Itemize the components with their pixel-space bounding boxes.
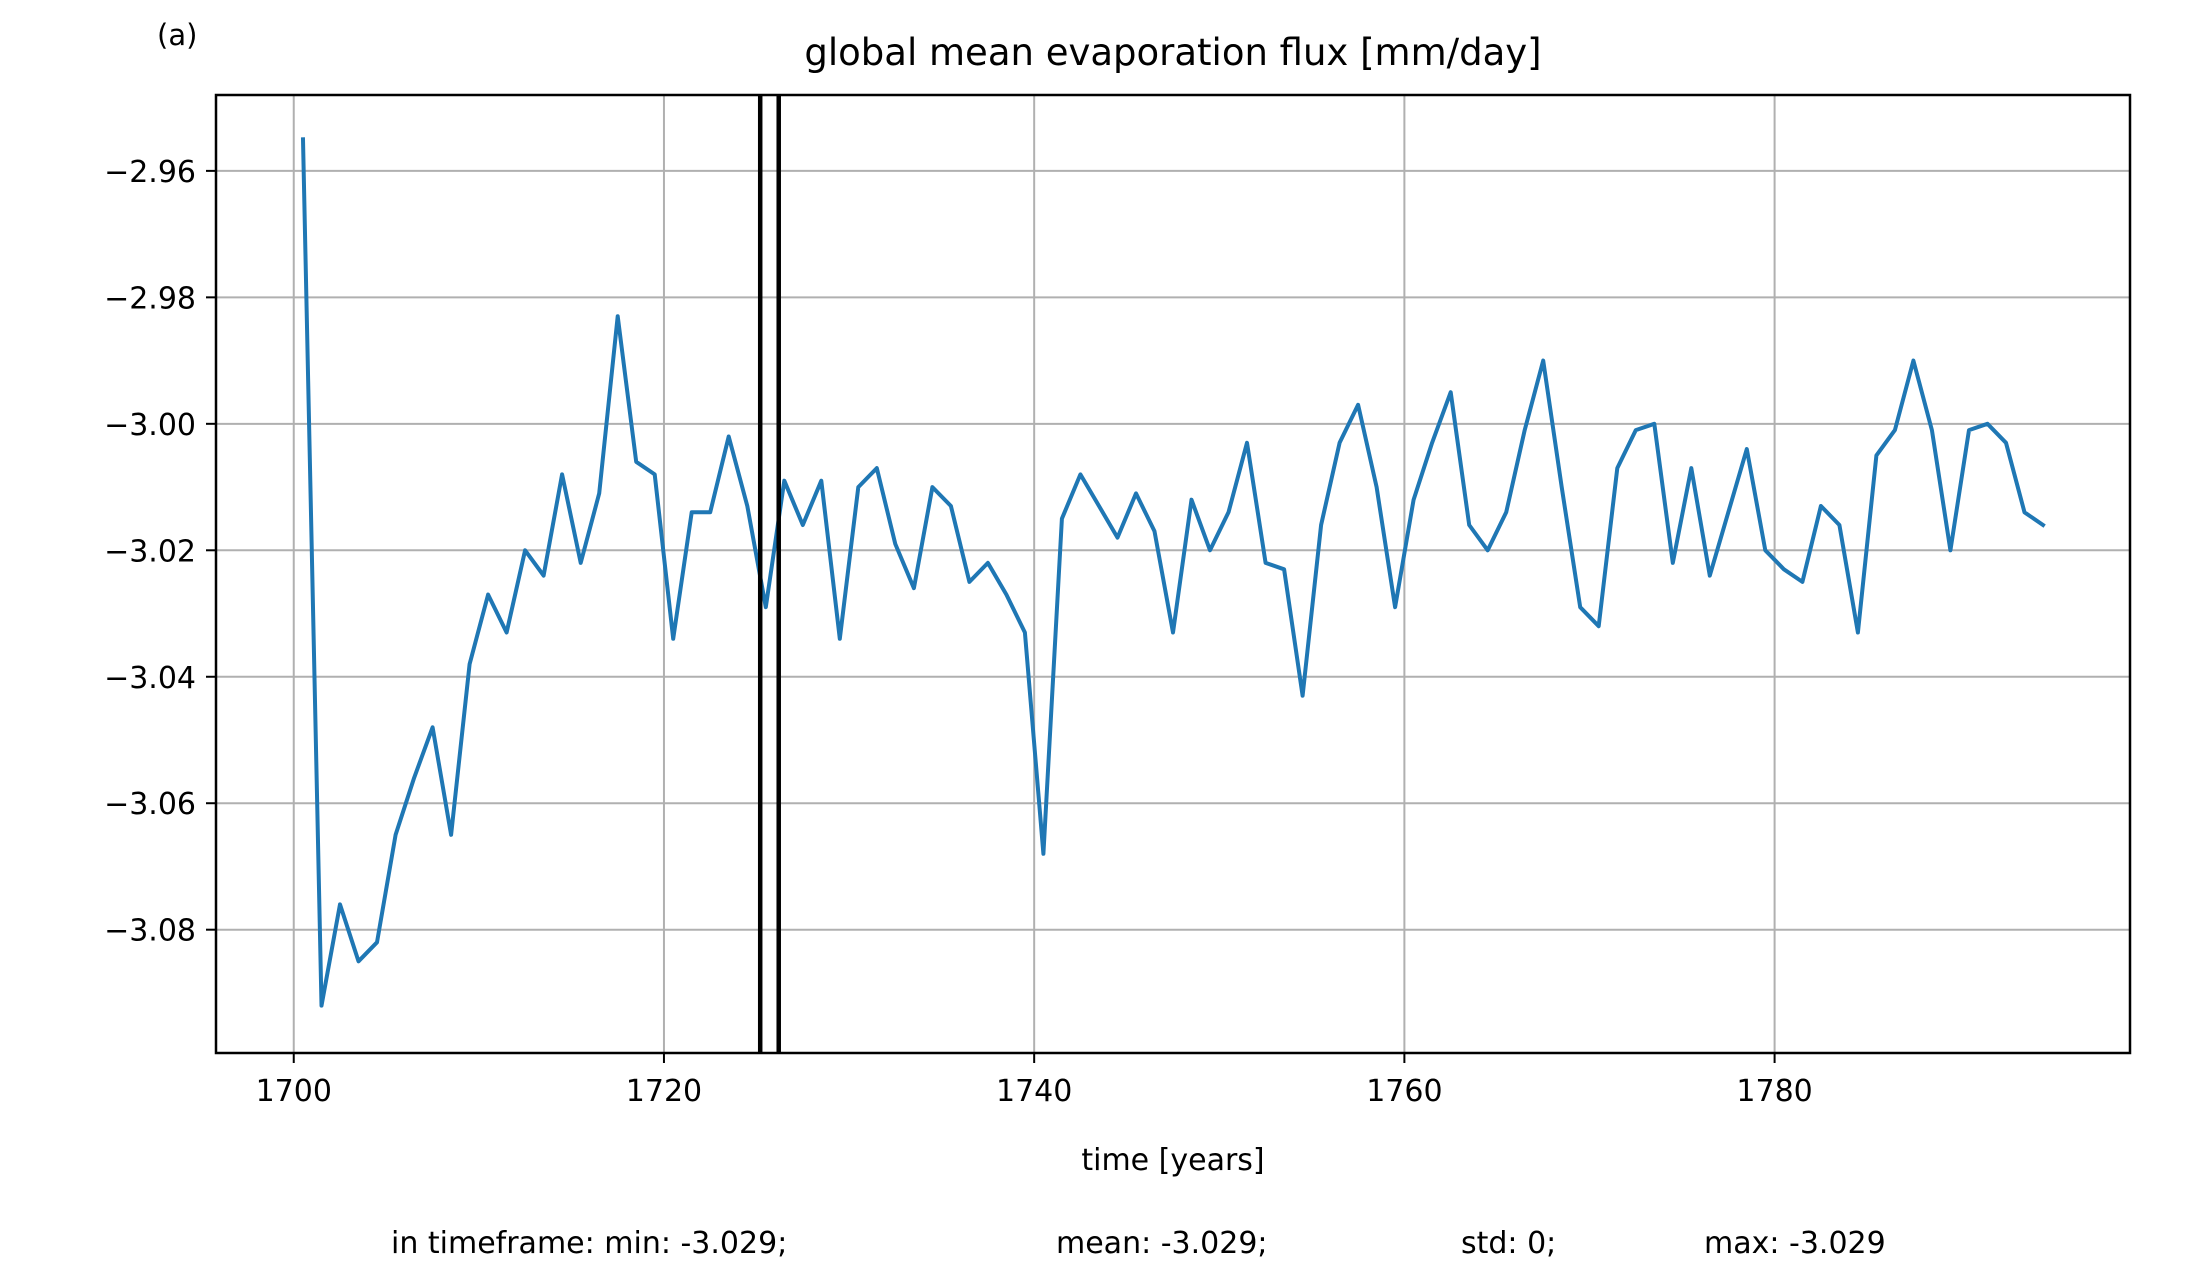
stats-std: std: 0; — [1461, 1226, 1556, 1261]
series-line — [300, 137, 2046, 1008]
y-tick-label: −3.00 — [104, 408, 196, 443]
y-tick-label: −3.04 — [104, 661, 196, 696]
x-tick-label: 1740 — [996, 1074, 1072, 1109]
gridlines — [216, 95, 2130, 1053]
y-tick-label: −2.98 — [104, 281, 196, 316]
y-tick-label: −3.06 — [104, 787, 196, 822]
y-axis: −3.08 −3.06 −3.04 −3.02 −3.00 −2.98 −2.96 — [104, 155, 216, 949]
stats-min: in timeframe: min: -3.029; — [391, 1226, 787, 1261]
y-tick-label: −2.96 — [104, 155, 196, 190]
stats-max: max: -3.029 — [1704, 1226, 1886, 1261]
x-tick-label: 1760 — [1366, 1074, 1442, 1109]
y-tick-label: −3.08 — [104, 914, 196, 949]
x-tick-label: 1720 — [626, 1074, 702, 1109]
marker-lines — [757, 95, 781, 1053]
panel-label: (a) — [157, 18, 197, 52]
x-tick-label: 1780 — [1736, 1074, 1812, 1109]
data-series — [300, 137, 2046, 1008]
plot-frame — [214, 93, 2132, 1055]
y-tick-label: −3.02 — [104, 534, 196, 569]
x-axis: 1700 1720 1740 1760 1780 — [256, 1053, 1813, 1109]
stats-mean: mean: -3.029; — [1056, 1226, 1268, 1261]
chart-title: global mean evaporation flux [mm/day] — [804, 31, 1541, 74]
x-tick-label: 1700 — [256, 1074, 332, 1109]
x-axis-label: time [years] — [1081, 1143, 1264, 1178]
